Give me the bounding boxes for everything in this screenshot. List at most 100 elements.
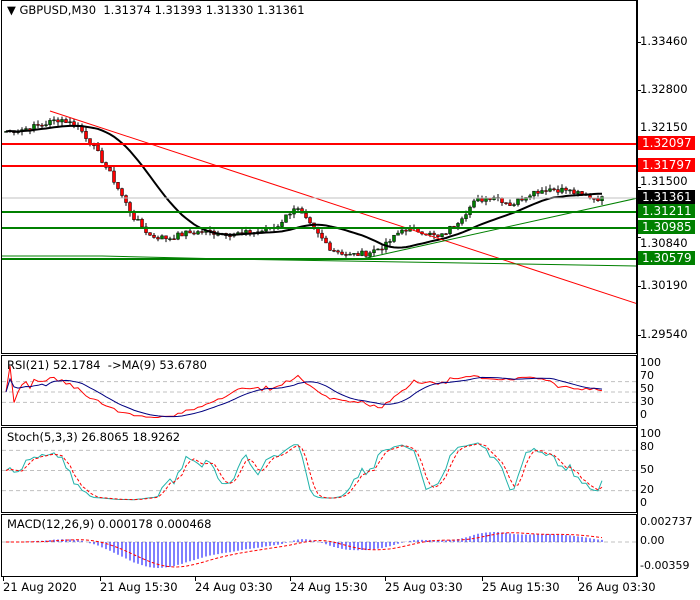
stoch-plot bbox=[2, 442, 636, 501]
candle-body bbox=[504, 202, 508, 204]
rsi-axis-label: 50 bbox=[640, 382, 654, 395]
candle-body bbox=[484, 197, 488, 202]
candle-body bbox=[460, 218, 464, 224]
axis-tick bbox=[637, 335, 641, 336]
candle-body bbox=[600, 196, 604, 202]
candle-body bbox=[152, 234, 156, 238]
time-axis-label: 26 Aug 03:30 bbox=[578, 580, 656, 594]
price-axis-label: 1.31500 bbox=[640, 174, 688, 188]
time-axis-label: 24 Aug 15:30 bbox=[290, 580, 368, 594]
candle-body bbox=[120, 188, 124, 196]
candle-body bbox=[456, 223, 460, 227]
main-chart[interactable]: ▼ GBPUSD,M30 1.31374 1.31393 1.31330 1.3… bbox=[1, 0, 637, 354]
time-tick bbox=[290, 577, 291, 581]
close-price: 1.31361 bbox=[257, 3, 305, 17]
candle-body bbox=[536, 190, 540, 194]
candle-body bbox=[348, 253, 352, 256]
candle-body bbox=[472, 200, 476, 208]
candle-body bbox=[140, 219, 144, 228]
rsi-axis-label: 30 bbox=[640, 395, 654, 408]
candle-body bbox=[300, 208, 304, 214]
candle-body bbox=[448, 226, 452, 234]
candle-body bbox=[148, 232, 152, 236]
candle-body bbox=[188, 230, 192, 234]
stoch-axis-label: 50 bbox=[640, 463, 654, 476]
candle-body bbox=[156, 237, 160, 240]
candle-body bbox=[196, 231, 200, 235]
candle-body bbox=[164, 235, 168, 240]
time-axis-label: 25 Aug 15:30 bbox=[482, 580, 560, 594]
candle-body bbox=[144, 226, 148, 233]
macd-signal-line bbox=[5, 532, 603, 568]
candle-body bbox=[304, 212, 308, 218]
macd-axis-label: 0.002737 bbox=[640, 515, 693, 528]
candle-body bbox=[104, 162, 108, 168]
candle-body bbox=[100, 150, 104, 163]
time-axis-label: 24 Aug 03:30 bbox=[195, 580, 273, 594]
candle-body bbox=[64, 119, 68, 123]
candle-body bbox=[480, 198, 484, 202]
time-tick bbox=[385, 577, 386, 581]
candle-body bbox=[464, 214, 468, 219]
candle-body bbox=[180, 232, 184, 237]
candle-body bbox=[40, 124, 44, 127]
candle-body bbox=[492, 197, 496, 200]
candle-body bbox=[512, 204, 516, 206]
candle-body bbox=[336, 250, 340, 253]
candle-body bbox=[60, 119, 64, 123]
macd-axis-label: 0.00 bbox=[640, 534, 665, 547]
price-level-label: 1.31797 bbox=[638, 158, 695, 172]
candle-body bbox=[516, 198, 520, 205]
price-axis-label: 1.29540 bbox=[640, 327, 688, 341]
candle-body bbox=[360, 250, 364, 256]
stoch-axis-label: 0 bbox=[640, 496, 647, 509]
macd-label: MACD(12,26,9) 0.000178 0.000468 bbox=[7, 517, 212, 531]
stoch-axis-label: 80 bbox=[640, 440, 654, 453]
stoch-axis-label: 20 bbox=[640, 483, 654, 496]
candle-body bbox=[280, 222, 284, 227]
candle-body bbox=[528, 195, 532, 198]
price-axis-label: 1.33460 bbox=[640, 34, 688, 48]
rsi-pane[interactable]: RSI(21) 52.1784 ->MA(9) 53.6780 bbox=[1, 355, 637, 426]
rsi-axis-label: 70 bbox=[640, 369, 654, 382]
candle-body bbox=[432, 232, 436, 236]
macd-pane[interactable]: MACD(12,26,9) 0.000178 0.000468 bbox=[1, 514, 637, 577]
candle-body bbox=[308, 217, 312, 224]
candle-body bbox=[288, 213, 292, 216]
rsi-line bbox=[5, 365, 603, 418]
rsi-axis-label: 100 bbox=[640, 356, 661, 369]
macd-plot bbox=[2, 531, 636, 569]
candle-body bbox=[344, 254, 348, 256]
candle-body bbox=[184, 230, 188, 237]
candle-body bbox=[580, 191, 584, 195]
axis-tick bbox=[637, 42, 641, 43]
candle-body bbox=[352, 253, 356, 255]
candle-body bbox=[392, 234, 396, 242]
rsi-ma-line bbox=[5, 376, 603, 418]
candle-body bbox=[172, 238, 176, 240]
candle-body bbox=[340, 251, 344, 255]
candle-body bbox=[108, 167, 112, 172]
candle-body bbox=[404, 229, 408, 232]
candle-body bbox=[324, 237, 328, 244]
stoch-pane[interactable]: Stoch(5,3,3) 26.8065 18.9262 bbox=[1, 427, 637, 513]
candle-body bbox=[396, 232, 400, 236]
price-level-label: 1.30985 bbox=[638, 220, 695, 234]
candle-body bbox=[328, 242, 332, 251]
stoch-axis-label: 100 bbox=[640, 427, 661, 440]
candle-body bbox=[68, 121, 72, 123]
chart-title: ▼ GBPUSD,M30 1.31374 1.31393 1.31330 1.3… bbox=[7, 3, 305, 17]
macd-axis-label: -0.00359 bbox=[640, 559, 690, 572]
stoch-main-line bbox=[5, 442, 603, 501]
candle-body bbox=[596, 198, 600, 202]
candle-body bbox=[200, 231, 204, 233]
candle-body bbox=[132, 212, 136, 220]
candle-body bbox=[296, 208, 300, 210]
candle-body bbox=[244, 230, 248, 234]
candle-body bbox=[372, 249, 376, 254]
candle-body bbox=[476, 198, 480, 202]
candle-body bbox=[400, 229, 404, 234]
price-candles bbox=[2, 110, 636, 304]
candle-body bbox=[112, 170, 116, 183]
candle-body bbox=[572, 189, 576, 194]
